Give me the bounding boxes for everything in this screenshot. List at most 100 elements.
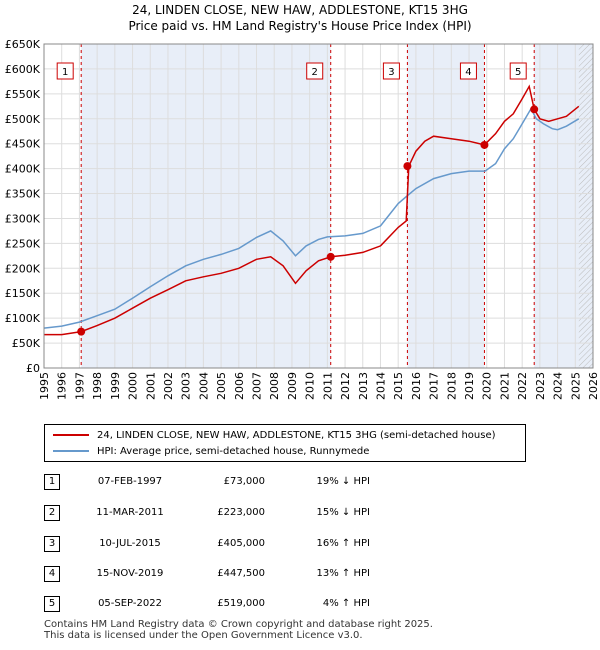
x-tick-label: 1995	[38, 372, 51, 400]
y-tick-label: £200K	[5, 262, 41, 275]
table-row: 4 15-NOV-2019 £447,500 13% ↑ HPI	[0, 566, 600, 586]
x-tick-label: 2012	[339, 372, 352, 400]
sale-label-number: 3	[388, 67, 394, 78]
x-tick-label: 2018	[445, 372, 458, 400]
sale-price: £447,500	[217, 568, 265, 579]
sale-hpi-diff: 16% ↑ HPI	[316, 538, 370, 549]
sale-point	[480, 140, 489, 149]
x-tick-label: 1998	[91, 372, 104, 400]
legend-swatch-property	[53, 434, 89, 436]
sale-price: £223,000	[217, 507, 265, 518]
x-tick-label: 2025	[569, 372, 582, 400]
x-tick-label: 2019	[463, 372, 476, 400]
sale-date: 07-FEB-1997	[97, 476, 163, 487]
sale-date: 15-NOV-2019	[96, 568, 164, 579]
sale-label-number: 5	[515, 67, 521, 78]
x-tick-label: 2026	[587, 372, 600, 400]
y-tick-label: £250K	[5, 237, 41, 250]
y-tick-label: £0	[26, 362, 40, 375]
legend-label-property: 24, LINDEN CLOSE, NEW HAW, ADDLESTONE, K…	[97, 429, 496, 441]
sale-label-box	[509, 62, 527, 80]
x-tick-label: 2024	[552, 372, 565, 400]
sale-date: 11-MAR-2011	[96, 507, 164, 518]
y-tick-label: £550K	[5, 88, 41, 101]
sale-hpi-diff: 13% ↑ HPI	[316, 568, 370, 579]
sale-label-box	[459, 62, 477, 80]
series-line-hpi	[43, 107, 580, 329]
y-tick-label: £400K	[5, 163, 41, 176]
sale-label-number: 2	[312, 67, 318, 78]
table-row: 5 05-SEP-2022 £519,000 4% ↑ HPI	[0, 596, 600, 616]
footer-attribution: Contains HM Land Registry data © Crown c…	[44, 619, 433, 641]
x-tick-label: 2010	[304, 372, 317, 400]
legend-label-hpi: HPI: Average price, semi-detached house,…	[97, 445, 370, 457]
sale-label-box	[56, 62, 74, 80]
legend-item-property: 24, LINDEN CLOSE, NEW HAW, ADDLESTONE, K…	[53, 427, 496, 443]
y-tick-label: £300K	[5, 212, 41, 225]
sale-number-badge: 4	[44, 566, 60, 582]
sale-label-number: 1	[62, 67, 68, 78]
sale-point	[326, 252, 335, 261]
x-tick-label: 1999	[109, 372, 122, 400]
sale-hpi-diff: 4% ↑ HPI	[322, 598, 370, 609]
x-tick-label: 2004	[197, 372, 210, 400]
sale-number-badge: 1	[44, 474, 60, 490]
y-tick-label: £650K	[5, 38, 41, 51]
sale-price: £519,000	[217, 598, 265, 609]
y-tick-label: £50K	[12, 337, 41, 350]
x-tick-label: 2002	[162, 372, 175, 400]
sale-label-box	[306, 62, 324, 80]
chart-title: 24, LINDEN CLOSE, NEW HAW, ADDLESTONE, K…	[132, 3, 468, 17]
x-tick-label: 2006	[233, 372, 246, 400]
x-tick-label: 2003	[180, 372, 193, 400]
sale-hpi-diff: 19% ↓ HPI	[316, 476, 370, 487]
x-tick-label: 2008	[268, 372, 281, 400]
sale-period-shade	[407, 44, 485, 368]
x-tick-label: 2015	[392, 372, 405, 400]
y-tick-label: £450K	[5, 138, 41, 151]
table-row: 2 11-MAR-2011 £223,000 15% ↓ HPI	[0, 505, 600, 525]
sale-point	[530, 105, 539, 114]
chart-legend: 24, LINDEN CLOSE, NEW HAW, ADDLESTONE, K…	[44, 424, 526, 462]
sale-price: £73,000	[223, 476, 265, 487]
sale-point	[77, 327, 86, 336]
legend-swatch-hpi	[53, 450, 89, 452]
sale-date: 05-SEP-2022	[98, 598, 162, 609]
table-row: 3 10-JUL-2015 £405,000 16% ↑ HPI	[0, 536, 600, 556]
sale-number-badge: 2	[44, 505, 60, 521]
x-tick-label: 2020	[481, 372, 494, 400]
sale-point	[403, 162, 412, 171]
x-tick-label: 2021	[498, 372, 511, 400]
y-tick-label: £600K	[5, 63, 41, 76]
x-tick-label: 2023	[534, 372, 547, 400]
x-tick-label: 2001	[144, 372, 157, 400]
x-tick-label: 2007	[251, 372, 264, 400]
sale-label-number: 4	[465, 67, 471, 78]
x-tick-label: 2016	[410, 372, 423, 400]
chart-subtitle: Price paid vs. HM Land Registry's House …	[128, 19, 472, 33]
sale-period-shade	[81, 44, 331, 368]
x-tick-label: 2014	[374, 372, 387, 400]
x-tick-label: 2005	[215, 372, 228, 400]
sale-label-box	[382, 62, 400, 80]
legend-item-hpi: HPI: Average price, semi-detached house,…	[53, 443, 369, 459]
x-tick-label: 2000	[127, 372, 140, 400]
sale-number-badge: 3	[44, 536, 60, 552]
sale-date: 10-JUL-2015	[99, 538, 161, 549]
table-row: 1 07-FEB-1997 £73,000 19% ↓ HPI	[0, 474, 600, 494]
y-tick-label: £500K	[5, 113, 41, 126]
sale-price: £405,000	[217, 538, 265, 549]
sale-hpi-diff: 15% ↓ HPI	[316, 507, 370, 518]
x-tick-label: 1997	[73, 372, 86, 400]
footer-copyright: Contains HM Land Registry data © Crown c…	[44, 619, 433, 630]
x-tick-label: 2022	[516, 372, 529, 400]
series-line-property	[44, 84, 580, 336]
price-chart: £0 £50K £100K £150K £200K £250K £300K £350K £400…	[5, 38, 600, 400]
x-tick-label: 2009	[286, 372, 299, 400]
x-tick-label: 2011	[321, 372, 334, 400]
x-tick-label: 1996	[56, 372, 69, 400]
y-tick-label: £350K	[5, 188, 41, 201]
forecast-hatch	[578, 44, 593, 368]
y-tick-label: £150K	[5, 287, 41, 300]
plot-border	[43, 43, 594, 369]
